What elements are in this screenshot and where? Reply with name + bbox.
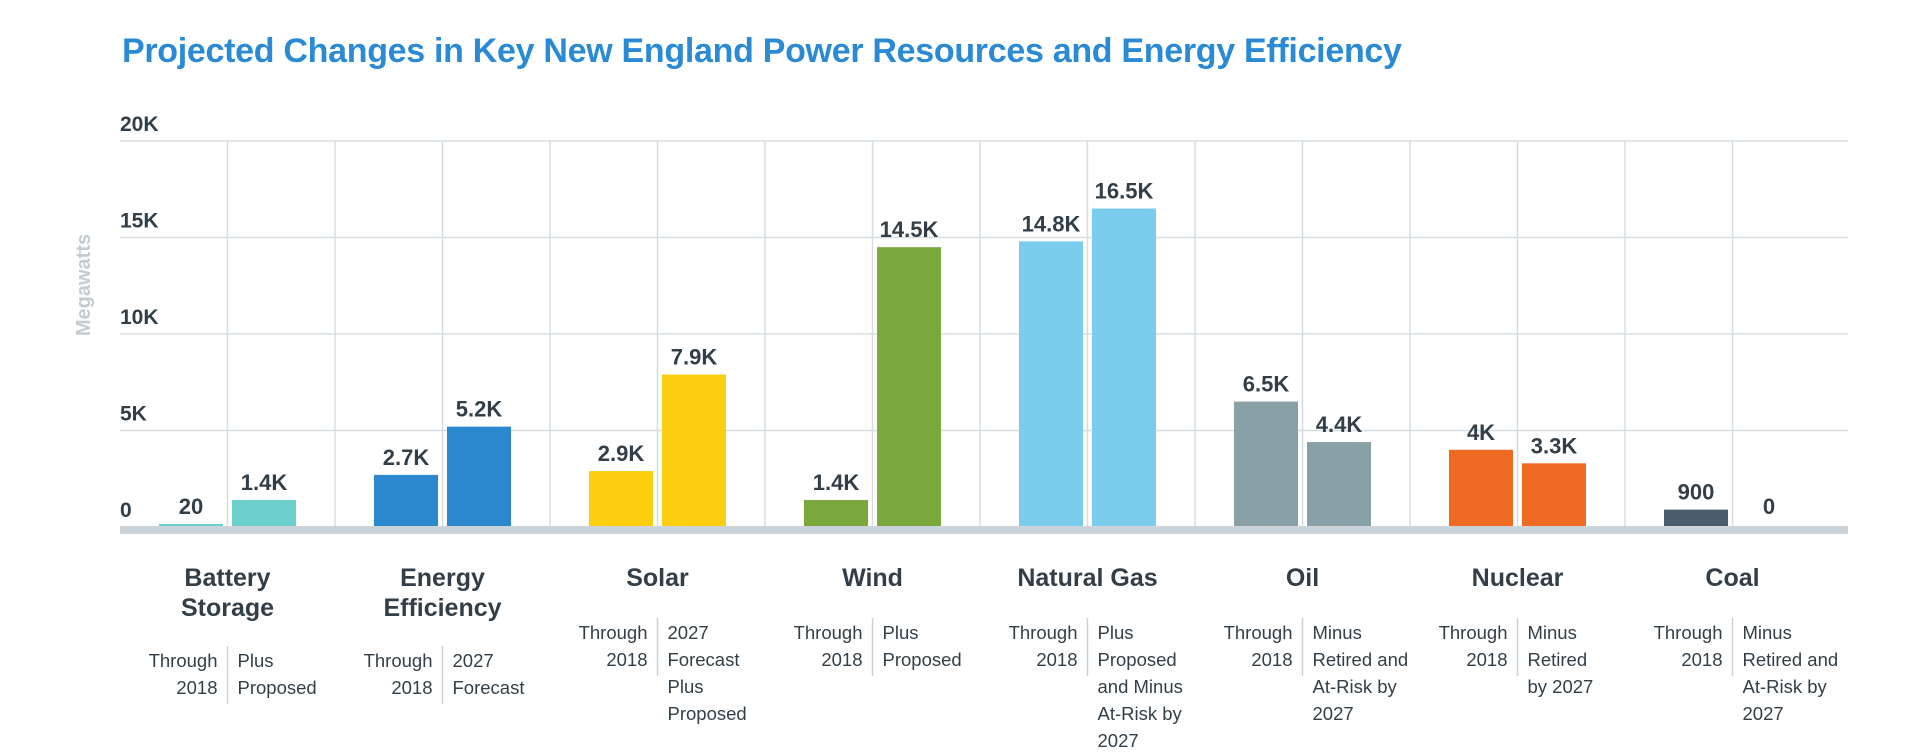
- sub-label: Plus: [668, 676, 704, 697]
- y-tick-label: 10K: [120, 306, 159, 329]
- sub-label: 2027: [1313, 703, 1354, 724]
- category-label: Battery: [184, 564, 270, 592]
- x-axis-baseline: [120, 526, 1848, 534]
- y-axis-ticks: 0 5K 10K 15K 20K: [120, 113, 159, 522]
- y-tick-label: 15K: [120, 210, 159, 233]
- data-label: 20: [179, 494, 203, 519]
- data-label: 4K: [1467, 420, 1495, 445]
- data-label: 900: [1678, 480, 1715, 505]
- data-label: 2.7K: [383, 445, 430, 470]
- sub-label: Through: [579, 622, 648, 643]
- category-label: Energy: [400, 564, 485, 592]
- bar-oil-2: [1307, 442, 1371, 527]
- sub-label: Forecast: [668, 649, 740, 670]
- sub-label: 2018: [391, 677, 432, 698]
- category-label: Oil: [1286, 564, 1319, 592]
- category-label: Efficiency: [383, 594, 501, 622]
- sub-label: 2018: [1466, 649, 1507, 670]
- bar-natural-gas-1: [1019, 241, 1083, 528]
- sub-label: 2027: [1098, 730, 1139, 751]
- sub-label: and Minus: [1098, 676, 1183, 697]
- sub-label: Retired and: [1743, 649, 1839, 670]
- sub-label: Plus: [1098, 622, 1134, 643]
- sub-label: At-Risk by: [1313, 676, 1398, 697]
- sub-label: 2027: [1743, 703, 1784, 724]
- sub-label: At-Risk by: [1098, 703, 1183, 724]
- bar-battery-storage-1: [159, 524, 223, 527]
- y-tick-label: 0: [120, 499, 132, 522]
- sub-label: Retired and: [1313, 649, 1409, 670]
- bar-natural-gas-2: [1092, 208, 1156, 528]
- bar-oil-1: [1234, 401, 1298, 527]
- bar-wind-2: [877, 247, 941, 527]
- bar-energy-efficiency-2: [447, 426, 511, 527]
- sub-label: Through: [1009, 622, 1078, 643]
- data-label: 3.3K: [1531, 433, 1578, 458]
- sub-label: Through: [1224, 622, 1293, 643]
- sub-label: 2027: [668, 622, 709, 643]
- data-label: 1.4K: [241, 470, 288, 495]
- data-label: 14.5K: [880, 217, 939, 242]
- data-label: 7.9K: [671, 345, 718, 370]
- sub-label: Minus: [1528, 622, 1577, 643]
- sub-label: Plus: [238, 650, 274, 671]
- bar-wind-1: [804, 499, 868, 527]
- sub-label: Minus: [1743, 622, 1792, 643]
- category-label: Solar: [626, 564, 689, 592]
- data-labels: 20 1.4K 2.7K 5.2K 2.9K 7.9K 1.4K 14.5K 14.8K 16.5…: [179, 179, 1775, 519]
- sub-label: Through: [149, 650, 218, 671]
- sub-label: 2018: [606, 649, 647, 670]
- bar-nuclear-2: [1522, 463, 1586, 527]
- y-tick-label: 20K: [120, 113, 159, 136]
- sub-label: 2018: [1251, 649, 1292, 670]
- category-label: Coal: [1705, 564, 1759, 592]
- data-label: 14.8K: [1022, 211, 1081, 236]
- data-label: 16.5K: [1095, 179, 1154, 204]
- y-axis-label: Megawatts: [73, 234, 95, 336]
- data-label: 0: [1763, 494, 1775, 519]
- sub-label: 2027: [453, 650, 494, 671]
- sub-label: Through: [794, 622, 863, 643]
- category-label: Nuclear: [1472, 564, 1564, 592]
- sub-label: Proposed: [883, 649, 962, 670]
- bar-solar-2: [662, 374, 726, 527]
- data-label: 5.2K: [456, 397, 503, 422]
- y-tick-label: 5K: [120, 403, 147, 426]
- data-label: 4.4K: [1316, 412, 1363, 437]
- sub-label: by 2027: [1528, 676, 1594, 697]
- sub-label: At-Risk by: [1743, 676, 1828, 697]
- sub-label: Through: [1654, 622, 1723, 643]
- sub-label: Proposed: [238, 677, 317, 698]
- sub-label: 2018: [1681, 649, 1722, 670]
- data-label: 2.9K: [598, 441, 645, 466]
- category-label: Wind: [842, 564, 903, 592]
- category-label: Natural Gas: [1017, 564, 1157, 592]
- bar-solar-1: [589, 471, 653, 527]
- sub-label: Proposed: [1098, 649, 1177, 670]
- sub-label: 2018: [176, 677, 217, 698]
- sub-label: Plus: [883, 622, 919, 643]
- data-label: 1.4K: [813, 470, 860, 495]
- sub-label: Minus: [1313, 622, 1362, 643]
- data-label: 6.5K: [1243, 372, 1290, 397]
- bar-energy-efficiency-1: [374, 474, 438, 527]
- sub-label: 2018: [821, 649, 862, 670]
- bars: [159, 208, 1728, 528]
- chart-title: Projected Changes in Key New England Pow…: [122, 32, 1402, 70]
- grid-lines: [120, 140, 1848, 527]
- bar-coal-1: [1664, 509, 1728, 527]
- sub-label: Retired: [1528, 649, 1588, 670]
- sub-label: Proposed: [668, 703, 747, 724]
- sub-label: Through: [364, 650, 433, 671]
- sub-label: 2018: [1036, 649, 1077, 670]
- sub-label: Forecast: [453, 677, 525, 698]
- bar-battery-storage-2: [232, 499, 296, 527]
- category-label: Storage: [181, 594, 274, 622]
- bar-nuclear-1: [1449, 449, 1513, 527]
- sub-label: Through: [1439, 622, 1508, 643]
